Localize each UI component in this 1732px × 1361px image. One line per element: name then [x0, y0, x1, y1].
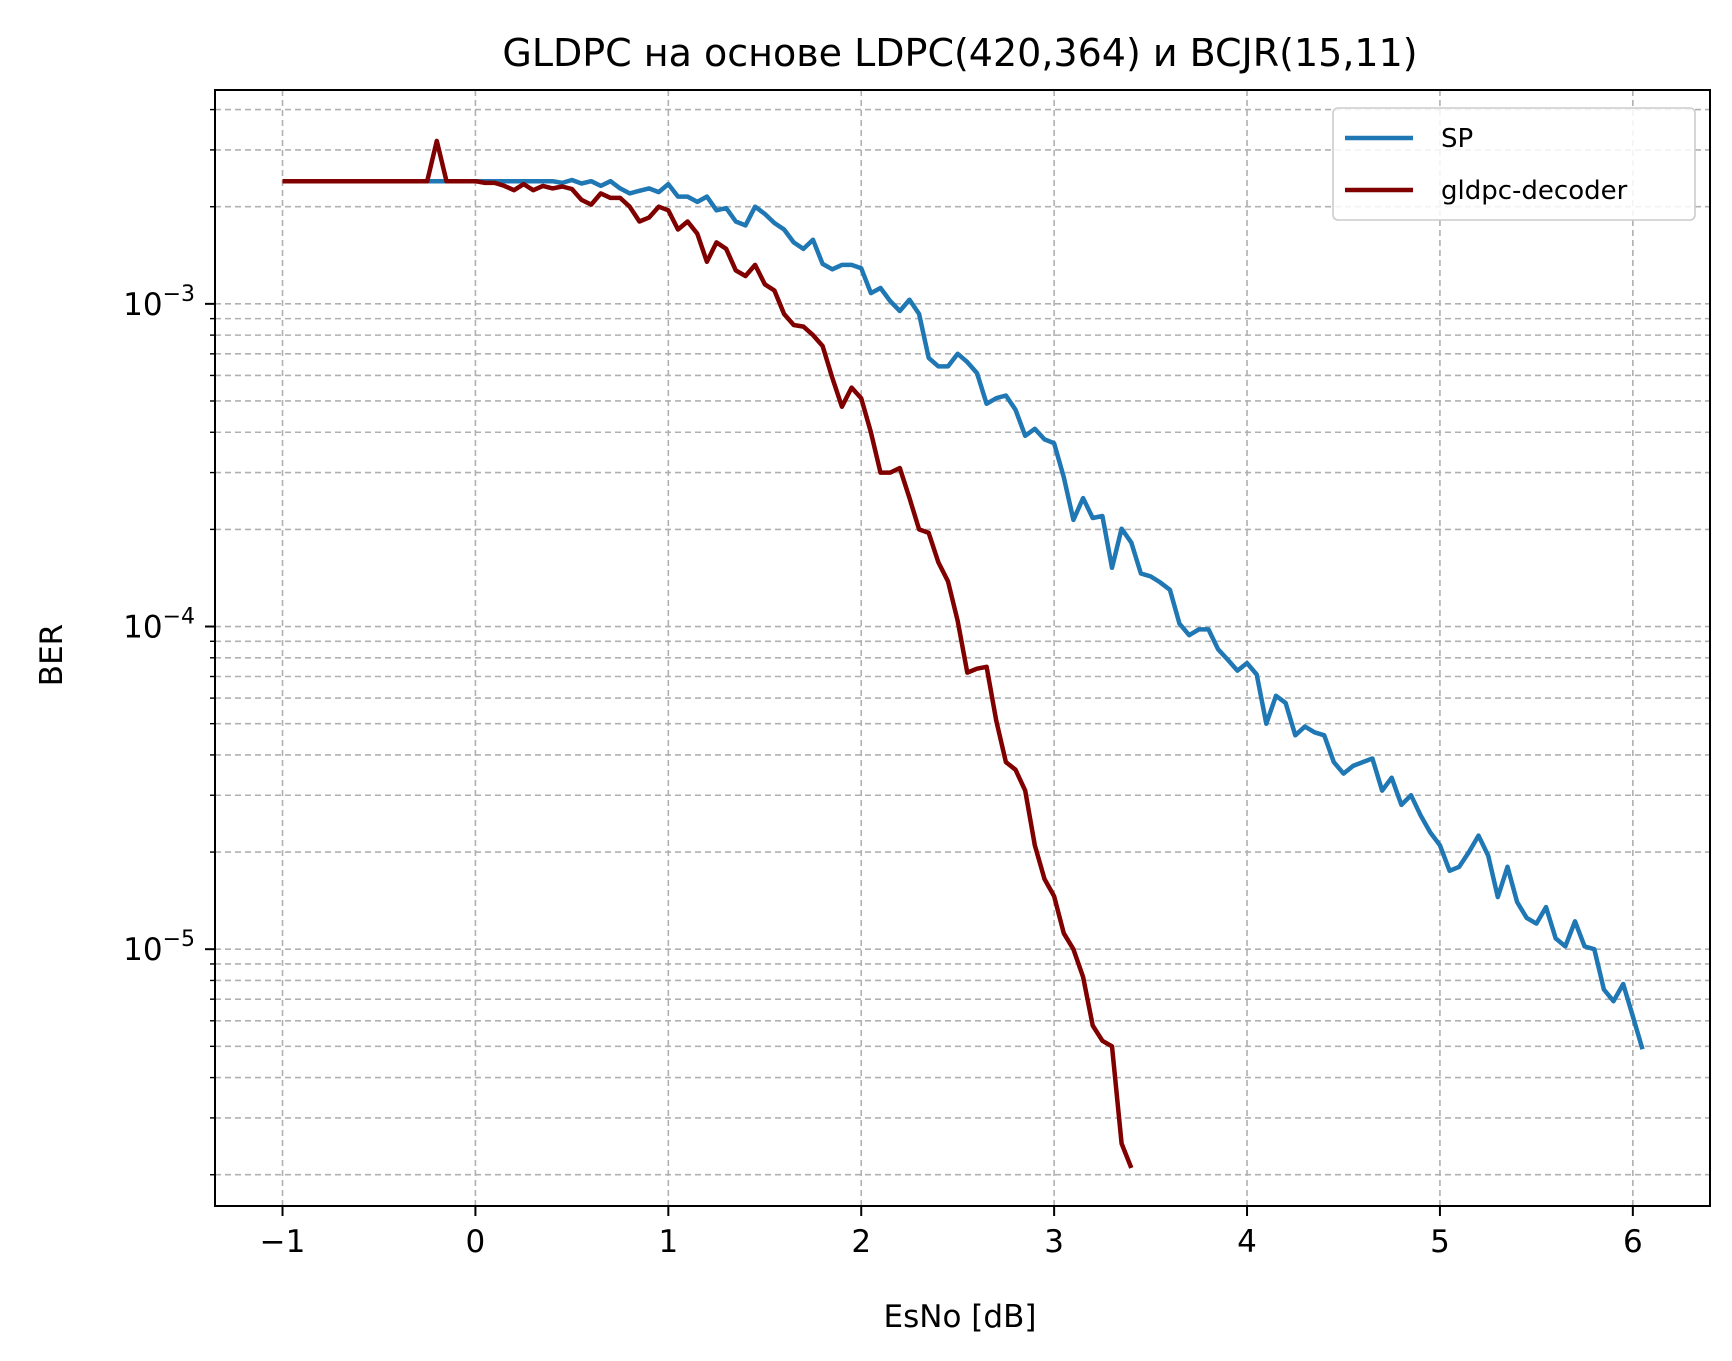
series-line-sp — [282, 177, 1645, 1050]
axis-ticks: −1 0 1 2 3 4 5 6 10−3 10−4 10−5 — [123, 108, 1643, 1260]
x-tick-label: 0 — [466, 1224, 486, 1260]
legend-label: SP — [1441, 124, 1473, 154]
x-axis-label: EsNo [dB] — [884, 1299, 1037, 1335]
x-tick-label: 6 — [1623, 1224, 1643, 1260]
y-tick-label: 10−4 — [123, 605, 195, 646]
x-tick-label: 1 — [658, 1224, 678, 1260]
plot-frame — [214, 89, 1711, 1207]
x-tick-label: 3 — [1044, 1224, 1064, 1260]
x-tick-label: 2 — [851, 1224, 871, 1260]
legend: SP gldpc-decoder — [1332, 107, 1696, 221]
x-tick-label: 5 — [1430, 1224, 1450, 1260]
y-tick-label: 10−3 — [123, 282, 195, 323]
legend-label: gldpc-decoder — [1441, 176, 1628, 206]
x-tick-label: 4 — [1237, 1224, 1257, 1260]
legend-box — [1332, 107, 1696, 221]
x-tick-label: −1 — [260, 1224, 306, 1260]
chart-title: GLDPC на основе LDPC(420,364) и BCJR(15,… — [502, 31, 1417, 75]
series-layer — [282, 138, 1645, 1169]
y-tick-label: 10−5 — [123, 927, 195, 968]
series-line-gldpc-decoder — [282, 138, 1134, 1169]
y-axis-label: BER — [34, 624, 70, 686]
